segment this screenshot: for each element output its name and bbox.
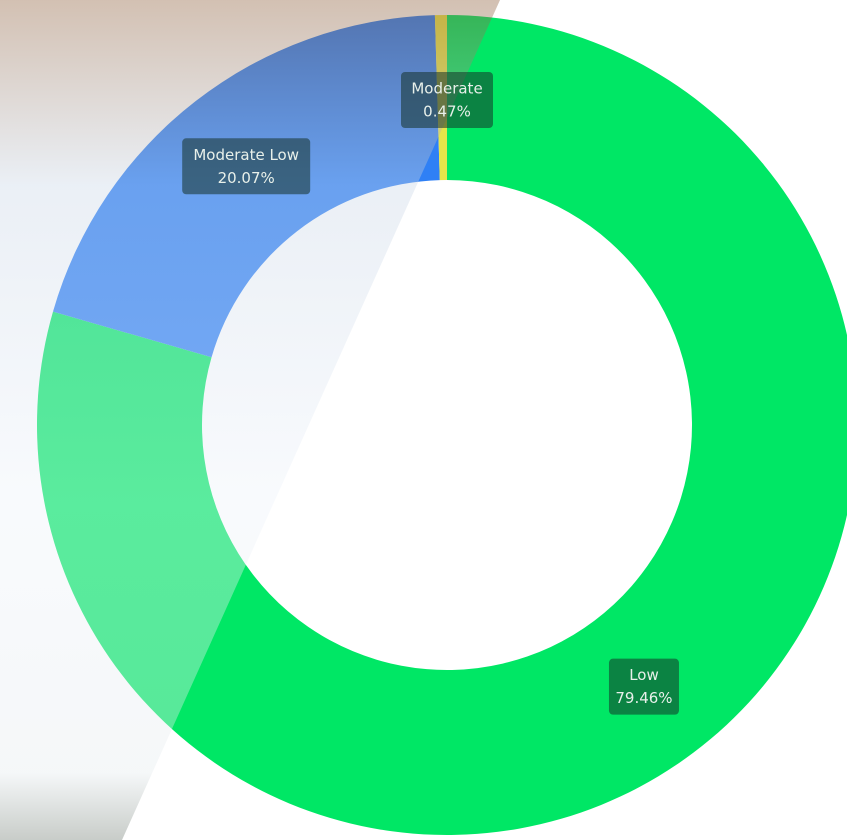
- chart: Low 79.46% Moderate Low 20.07% Moderate 0.47%: [0, 0, 847, 840]
- data-label: Moderate 0.47%: [401, 72, 493, 128]
- page: Low 79.46% Moderate Low 20.07% Moderate 0.47%…: [0, 0, 847, 840]
- slice-name: Low: [629, 666, 659, 684]
- data-label: Moderate Low 20.07%: [182, 138, 310, 194]
- value-label: 20.07%: [218, 169, 275, 187]
- value-label: 79.46%: [615, 689, 672, 707]
- slice-name: Moderate Low: [193, 146, 299, 164]
- data-label: Low 79.46%: [609, 659, 679, 715]
- slice-name: Moderate: [411, 80, 482, 98]
- value-label: 0.47%: [423, 103, 471, 121]
